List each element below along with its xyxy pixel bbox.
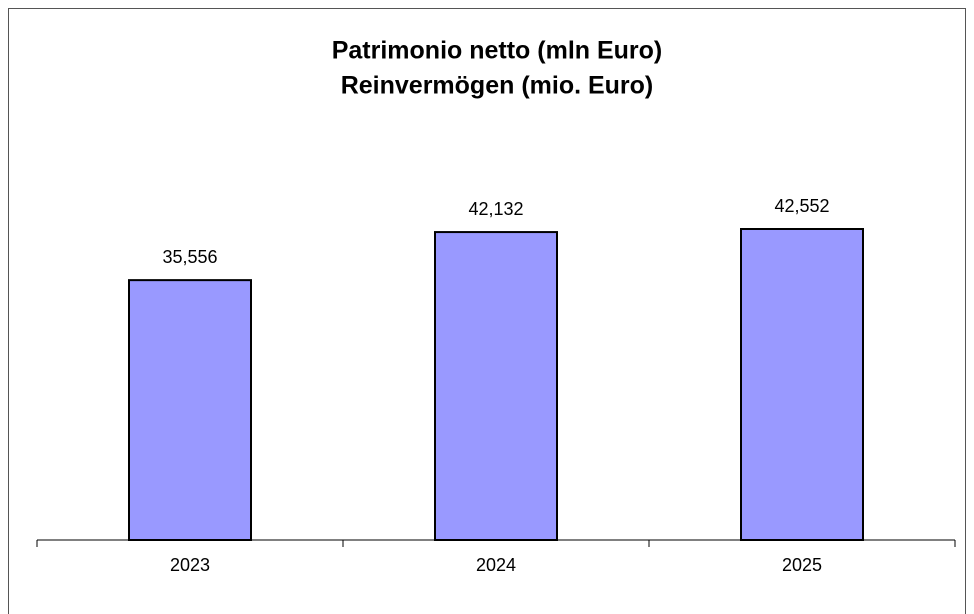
- data-label: 42,552: [774, 196, 829, 216]
- x-tick-label: 2025: [782, 555, 822, 575]
- data-label: 42,132: [468, 199, 523, 219]
- chart-subtitle: Reinvermögen (mio. Euro): [341, 72, 654, 100]
- bar: [740, 228, 864, 541]
- chart-title: Patrimonio netto (mln Euro): [332, 37, 663, 65]
- bar: [128, 279, 252, 541]
- bar: [434, 231, 558, 542]
- x-tick-label: 2023: [170, 555, 210, 575]
- x-tick-label: 2024: [476, 555, 516, 575]
- data-label: 35,556: [162, 247, 217, 267]
